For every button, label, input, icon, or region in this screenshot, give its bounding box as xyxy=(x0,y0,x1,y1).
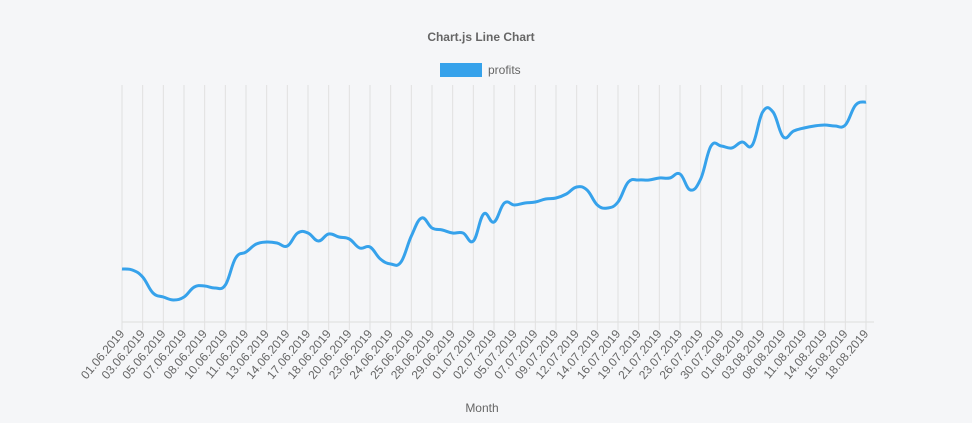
legend-label: profits xyxy=(488,63,521,77)
x-axis-title: Month xyxy=(465,401,498,415)
legend-swatch xyxy=(440,63,482,77)
line xyxy=(121,100,867,302)
chart-title: Chart.js Line Chart xyxy=(427,30,534,44)
